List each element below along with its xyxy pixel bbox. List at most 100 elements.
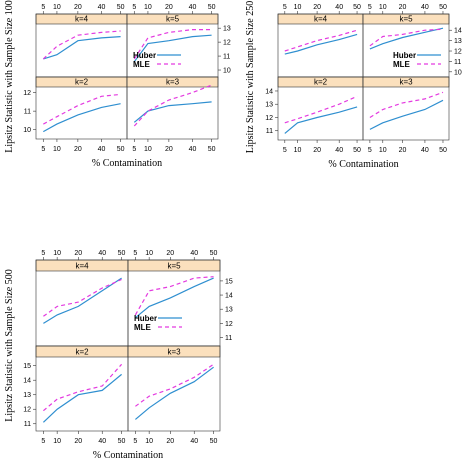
x-tick-label: 5: [283, 147, 287, 154]
x-tick-label: 10: [53, 146, 61, 153]
x-tick-label-top: 20: [313, 4, 321, 11]
x-tick-label-top: 10: [379, 4, 387, 11]
y-tick-label: 13: [265, 102, 273, 109]
x-tick-label-top: 20: [74, 4, 82, 11]
x-tick-label-top: 50: [210, 250, 218, 257]
huber-series-line: [133, 34, 212, 63]
panel-k2: k=2: [277, 76, 364, 141]
y-tick-label: 12: [265, 115, 273, 122]
x-tick-label: 5: [133, 438, 137, 445]
x-tick-label-top: 40: [421, 4, 429, 11]
panel-k4: k=4: [277, 13, 364, 78]
huber-series-line: [133, 101, 212, 123]
mle-series-line: [133, 29, 212, 60]
x-axis-label: % Contamination: [92, 158, 162, 169]
huber-series-line: [43, 103, 121, 133]
legend-label-mle: MLE: [134, 323, 152, 332]
strip-label: k=3: [167, 348, 181, 357]
y-tick-label: 15: [225, 278, 233, 285]
x-tick-label: 50: [210, 438, 218, 445]
x-tick-label-top: 50: [353, 4, 361, 11]
mle-series-line: [284, 95, 358, 124]
strip-label: k=4: [314, 15, 328, 24]
x-tick-label-top: 10: [294, 4, 302, 11]
legend-label-mle: MLE: [393, 60, 411, 69]
strip-label: k=2: [75, 348, 89, 357]
mle-series-line: [43, 278, 122, 317]
y-tick-label: 14: [23, 378, 31, 385]
strip-label: k=3: [399, 78, 413, 87]
panel-frame: [127, 259, 221, 347]
huber-series-line: [284, 33, 358, 55]
huber-series-line: [43, 36, 121, 60]
x-tick-label: 40: [98, 438, 106, 445]
mle-series-line: [135, 363, 214, 407]
y-tick-label: 11: [223, 54, 230, 61]
x-tick-label-top: 10: [53, 250, 61, 257]
y-tick-label: 11: [454, 59, 461, 66]
x-tick-label-top: 10: [145, 250, 153, 257]
y-tick-label: 11: [266, 128, 273, 135]
mle-series-line: [133, 84, 212, 127]
mle-series-line: [369, 28, 444, 47]
x-tick-label-top: 5: [41, 4, 45, 11]
x-tick-label: 5: [41, 438, 45, 445]
y-tick-label: 12: [23, 407, 31, 414]
strip-label: k=2: [75, 78, 89, 87]
x-tick-label-top: 5: [132, 4, 136, 11]
x-tick-label-top: 50: [208, 4, 216, 11]
x-tick-label-top: 10: [53, 4, 61, 11]
x-tick-label: 20: [74, 438, 82, 445]
strip-label: k=5: [167, 262, 181, 271]
legend-label-huber: Huber: [134, 314, 157, 323]
x-tick-label-top: 10: [144, 4, 152, 11]
y-tick-label: 10: [454, 69, 462, 76]
y-tick-label: 15: [23, 363, 31, 370]
mle-series-line: [134, 276, 214, 316]
legend-label-mle: MLE: [133, 60, 151, 69]
chart-1: Lipsitz Statistic with Sample Size 100 % …: [4, 0, 231, 169]
x-tick-label-top: 5: [368, 4, 372, 11]
x-tick-label-top: 5: [283, 4, 287, 11]
x-tick-label: 50: [118, 438, 126, 445]
x-tick-label: 10: [53, 438, 61, 445]
x-tick-label: 20: [166, 438, 174, 445]
strip-label: k=5: [399, 15, 413, 24]
strip-label: k=2: [314, 78, 328, 87]
x-tick-label-top: 50: [439, 4, 447, 11]
x-tick-label: 50: [439, 147, 447, 154]
panel-k3: k=3: [126, 76, 219, 140]
mle-series-line: [42, 30, 121, 60]
x-tick-label-top: 20: [399, 4, 407, 11]
y-tick-label: 10: [223, 68, 231, 75]
x-tick-label-top: 5: [41, 250, 45, 257]
mle-series-line: [43, 93, 121, 125]
chart-2: Lipsitz Statistic with Sample Size 250 % …: [245, 1, 462, 170]
x-tick-label: 40: [190, 438, 198, 445]
y-tick-label: 12: [225, 321, 233, 328]
panel-frame: [127, 345, 221, 432]
panel-k4: k=4: [35, 259, 129, 347]
x-tick-label: 10: [379, 147, 387, 154]
huber-series-line: [135, 366, 214, 420]
panel-frame: [126, 76, 219, 140]
x-tick-label: 5: [41, 146, 45, 153]
x-tick-label: 50: [117, 146, 125, 153]
huber-series-line: [43, 277, 122, 324]
y-tick-label: 11: [225, 335, 232, 342]
y-tick-label: 13: [23, 392, 31, 399]
panel-frame: [35, 259, 129, 347]
x-tick-label: 10: [144, 146, 152, 153]
x-tick-label: 20: [313, 147, 321, 154]
x-tick-label: 5: [368, 147, 372, 154]
panel-k2: k=2: [35, 345, 129, 432]
x-tick-label-top: 40: [190, 250, 198, 257]
y-tick-label: 14: [454, 28, 462, 35]
x-tick-label-top: 40: [335, 4, 343, 11]
y-tick-label: 13: [223, 26, 231, 33]
x-tick-label: 40: [335, 147, 343, 154]
x-tick-label: 50: [208, 146, 216, 153]
